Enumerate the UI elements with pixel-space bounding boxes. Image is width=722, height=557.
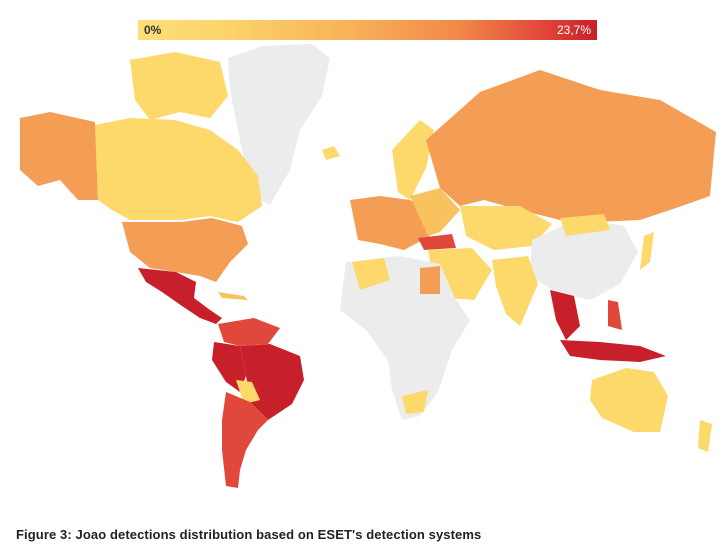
greenland (228, 44, 330, 205)
color-scale-legend: 0% 23,7% (138, 20, 597, 40)
alaska (20, 112, 98, 200)
iceland (322, 146, 340, 160)
peru (212, 342, 246, 392)
south-africa (402, 390, 428, 414)
central-asia (460, 206, 552, 250)
philippines (608, 300, 622, 330)
legend-max-label: 23,7% (556, 23, 591, 37)
japan (640, 232, 654, 270)
western-europe (350, 196, 430, 250)
colombia-venezuela (218, 318, 280, 346)
usa (122, 218, 248, 282)
bolivia (236, 380, 260, 404)
eastern-europe (410, 188, 460, 236)
canada-arctic (130, 52, 228, 120)
argentina (222, 392, 268, 488)
canada (95, 118, 262, 222)
world-choropleth-map (20, 44, 716, 488)
cuba (218, 292, 248, 300)
scandinavia (392, 120, 434, 200)
mongolia (560, 214, 610, 236)
new-zealand (698, 420, 712, 452)
figure-caption: Figure 3: Joao detections distribution b… (16, 527, 482, 542)
turkey (418, 234, 456, 250)
mexico (138, 268, 222, 324)
egypt (420, 266, 440, 294)
australia (590, 368, 668, 432)
indonesia (560, 340, 666, 362)
maghreb (352, 258, 390, 290)
legend-min-label: 0% (144, 23, 162, 37)
china (530, 218, 638, 300)
africa (340, 256, 470, 420)
russia (426, 70, 716, 222)
southeast-asia (550, 290, 580, 340)
india (492, 256, 538, 326)
